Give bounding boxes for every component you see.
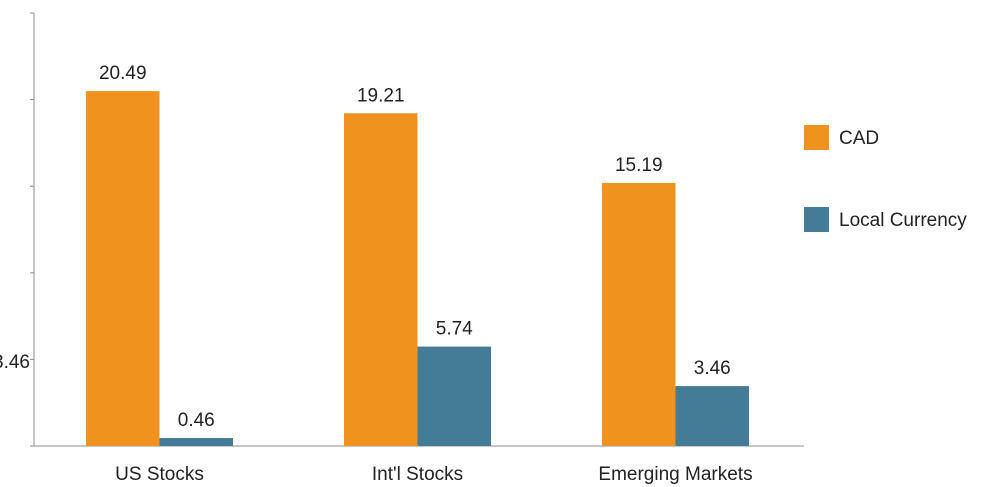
data-label-cad-int-l-stocks: 19.21 — [357, 85, 405, 106]
y-tick-label: 3.46 — [0, 352, 30, 373]
legend: CAD Local Currency — [804, 125, 967, 232]
data-labels: 20.49 0.46 19.21 5.74 15.19 3.46 — [99, 63, 731, 431]
category-labels: US Stocks Int'l Stocks Emerging Markets — [115, 464, 752, 485]
legend-label-cad: CAD — [839, 128, 879, 149]
data-label-local-currency-int-l-stocks: 5.74 — [436, 319, 473, 340]
data-label-local-currency-emerging-markets: 3.46 — [694, 358, 731, 379]
y-tick-labels: 3.46 — [0, 352, 30, 373]
legend-swatch-local-currency — [804, 207, 829, 232]
data-label-cad-us-stocks: 20.49 — [99, 63, 147, 84]
legend-label-local-currency: Local Currency — [839, 210, 967, 231]
bars — [86, 91, 749, 447]
y-axis — [30, 12, 35, 447]
data-label-cad-emerging-markets: 15.19 — [615, 155, 663, 176]
bar-local-currency-int-l-stocks — [417, 346, 491, 446]
bar-local-currency-emerging-markets — [675, 386, 749, 446]
category-label-int-l-stocks: Int'l Stocks — [372, 464, 463, 485]
bar-cad-int-l-stocks — [344, 113, 418, 446]
data-label-local-currency-us-stocks: 0.46 — [178, 410, 215, 431]
bar-local-currency-us-stocks — [159, 438, 233, 446]
bar-cad-emerging-markets — [602, 182, 676, 447]
category-label-emerging-markets: Emerging Markets — [598, 464, 752, 485]
category-label-us-stocks: US Stocks — [115, 464, 204, 485]
bar-cad-us-stocks — [86, 91, 160, 447]
y-axis-ticks — [30, 12, 34, 447]
legend-swatch-cad — [804, 125, 829, 150]
